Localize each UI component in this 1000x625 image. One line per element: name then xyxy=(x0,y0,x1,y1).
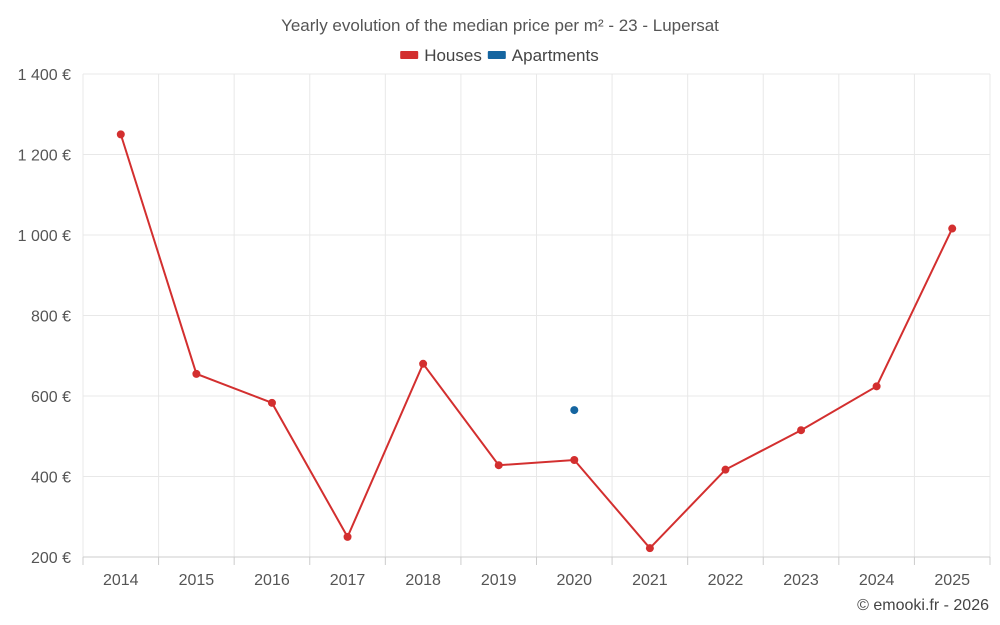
series-apartments xyxy=(570,406,579,415)
x-tick-label: 2019 xyxy=(481,572,517,589)
x-tick-label: 2020 xyxy=(556,572,592,589)
x-tick-label: 2022 xyxy=(708,572,744,589)
y-tick-label: 1 000 € xyxy=(18,228,71,245)
series-line-houses xyxy=(119,134,954,550)
data-point-houses[interactable] xyxy=(116,130,125,139)
data-point-houses[interactable] xyxy=(721,465,730,474)
chart-title: Yearly evolution of the median price per… xyxy=(281,16,719,35)
y-tick-label: 1 400 € xyxy=(18,67,71,84)
y-tick-label: 800 € xyxy=(31,309,71,326)
data-point-apartments[interactable] xyxy=(570,406,579,415)
data-point-houses[interactable] xyxy=(343,532,352,541)
data-point-houses[interactable] xyxy=(494,461,503,470)
data-point-houses[interactable] xyxy=(948,224,957,233)
legend-item-houses[interactable]: Houses xyxy=(400,46,482,65)
y-tick-label: 1 200 € xyxy=(18,148,71,165)
legend-swatch xyxy=(400,51,419,59)
x-tick-label: 2017 xyxy=(330,572,366,589)
data-point-houses[interactable] xyxy=(419,359,428,368)
axis-layer: 200 € 400 € 600 € 800 € 1 000 € 1 200 € 1 400 … xyxy=(18,67,991,589)
data-point-houses[interactable] xyxy=(267,398,276,407)
y-tick-label: 200 € xyxy=(31,550,71,567)
data-point-houses[interactable] xyxy=(192,369,201,378)
credit-text: © emooki.fr - 2026 xyxy=(857,597,989,614)
x-tick-label: 2018 xyxy=(405,572,441,589)
legend-item-apartments[interactable]: Apartments xyxy=(487,46,599,65)
legend-swatch xyxy=(487,51,506,59)
legend: Houses Apartments xyxy=(400,46,599,65)
x-tick-label: 2021 xyxy=(632,572,668,589)
data-point-houses[interactable] xyxy=(872,382,881,391)
y-tick-label: 600 € xyxy=(31,389,71,406)
grid-layer xyxy=(82,73,991,557)
x-tick-label: 2024 xyxy=(859,572,895,589)
series-houses xyxy=(116,130,957,553)
x-tick-label: 2016 xyxy=(254,572,290,589)
legend-label: Apartments xyxy=(512,46,599,65)
data-point-houses[interactable] xyxy=(570,455,579,464)
legend-label: Houses xyxy=(424,46,482,65)
series-layer xyxy=(116,130,957,553)
data-point-houses[interactable] xyxy=(797,426,806,435)
x-tick-label: 2025 xyxy=(934,572,970,589)
x-tick-label: 2014 xyxy=(103,572,139,589)
x-tick-label: 2015 xyxy=(179,572,215,589)
x-tick-label: 2023 xyxy=(783,572,819,589)
data-point-houses[interactable] xyxy=(645,544,654,553)
y-tick-label: 400 € xyxy=(31,470,71,487)
